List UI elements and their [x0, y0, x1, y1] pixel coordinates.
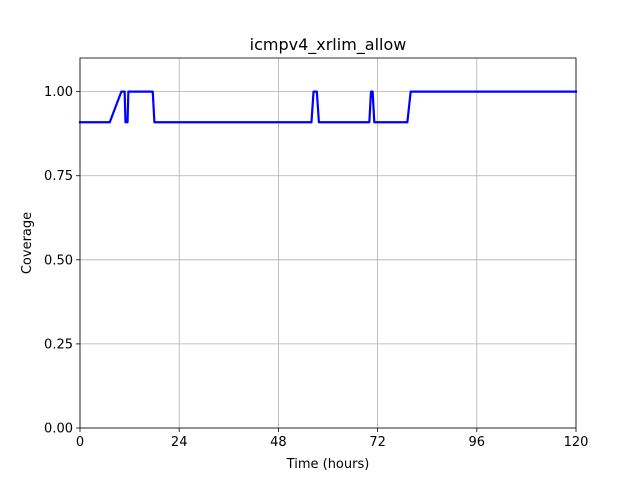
x-axis-label: Time (hours)	[286, 457, 370, 472]
x-tick-label: 48	[270, 435, 287, 450]
x-tick-label: 96	[469, 435, 486, 450]
y-tick-label: 0.75	[44, 169, 73, 184]
plot-frame	[79, 57, 577, 429]
y-tick-label: 0.50	[44, 253, 73, 268]
x-tick-label: 24	[171, 435, 188, 450]
y-tick-label: 0.25	[44, 337, 73, 352]
x-tick-label: 72	[369, 435, 386, 450]
ticks: 0 24 48 72 96 120 0.00 0.25 0.50 0.75 1.00	[44, 85, 588, 450]
coverage-series-line	[78, 90, 578, 124]
chart-title: icmpv4_xrlim_allow	[250, 35, 407, 55]
x-tick-label: 0	[76, 435, 84, 450]
y-tick-label: 0.00	[44, 422, 73, 437]
y-tick-label: 1.00	[44, 85, 73, 100]
x-tick-label: 120	[564, 435, 589, 450]
y-axis-label: Coverage	[20, 212, 35, 274]
series-layer	[78, 90, 578, 124]
